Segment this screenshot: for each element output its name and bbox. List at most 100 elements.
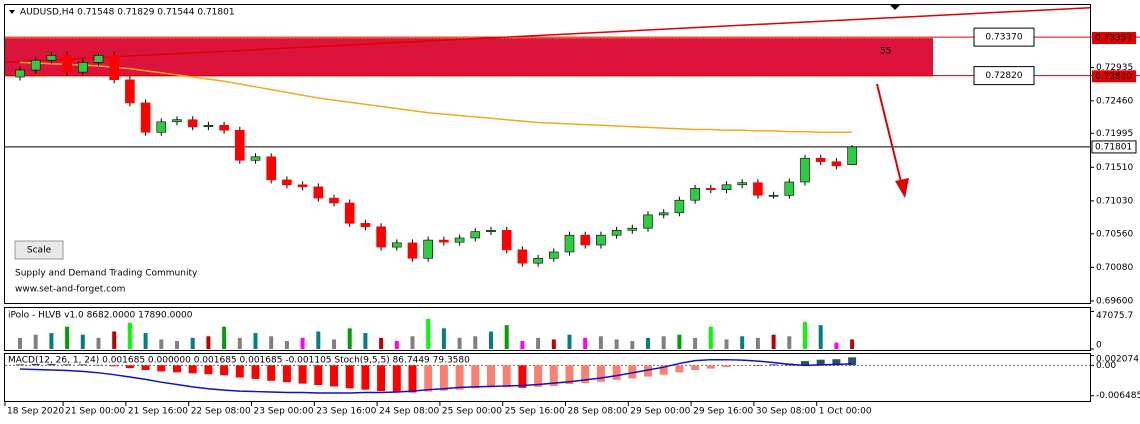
y-tick-label: 0.002074: [1096, 355, 1139, 365]
main-frame: [4, 4, 1091, 304]
y-tick-label: 0: [1096, 341, 1102, 351]
macd-bar: [581, 365, 590, 384]
candle-body: [815, 157, 826, 162]
macd-bar: [173, 365, 181, 373]
volume-bar: [489, 331, 493, 349]
level-box: [973, 27, 1035, 47]
x-tick-label: 18 Sep 2020: [7, 407, 64, 417]
candle-body: [643, 214, 653, 229]
candle-body: [156, 121, 167, 133]
macd-bar: [455, 365, 464, 390]
volume-bar: [803, 321, 807, 349]
volume-bar: [80, 334, 85, 349]
candle-body: [486, 229, 496, 232]
volume-bar: [441, 328, 446, 349]
axis-mark-label: 0.73357: [1095, 34, 1132, 44]
volume-bar: [332, 339, 336, 349]
volume-bar: [394, 341, 399, 349]
y-tick-label: 0.71030: [1096, 196, 1133, 206]
candle-body: [627, 227, 638, 231]
x-tick-label: 30 Sep 08:00: [756, 407, 816, 417]
candle-body: [564, 234, 575, 253]
candle-body: [611, 229, 622, 236]
candle-body: [721, 184, 732, 190]
candle-body: [360, 222, 371, 228]
y-tick-label: 0.72460: [1096, 96, 1133, 106]
macd-bar: [565, 365, 574, 385]
macd-bar: [738, 365, 747, 366]
last-price-label: 0.71801: [1095, 142, 1132, 152]
macd-bar: [251, 365, 260, 379]
candle-body: [768, 194, 779, 197]
candle-body: [376, 226, 386, 248]
volume-bar: [724, 339, 729, 349]
candle-body: [423, 239, 434, 259]
candle-body: [658, 212, 669, 216]
candle-body: [344, 202, 355, 224]
macd-bar: [361, 365, 370, 390]
macd-bar: [801, 361, 809, 366]
macd-bar: [110, 365, 119, 367]
x-tick-label: 21 Sep 00:00: [65, 407, 125, 417]
volume-bar: [755, 337, 760, 349]
candle-body: [784, 181, 795, 196]
y-tick-label: 0.70560: [1096, 229, 1133, 239]
macd-bar: [439, 365, 448, 391]
macd-bar: [706, 365, 715, 369]
volume-bar: [504, 325, 509, 349]
macd-bar: [157, 365, 166, 372]
macd-bar: [235, 365, 244, 378]
volume-bar: [426, 318, 431, 349]
candle-body: [140, 102, 151, 133]
candle-body: [219, 125, 229, 131]
macd-bar: [534, 365, 543, 387]
y-tick-label: 0.70080: [1096, 263, 1133, 273]
level-label: 0.72820: [985, 71, 1022, 81]
candle-body: [533, 257, 543, 264]
candle-body: [548, 251, 559, 259]
volume-bar: [190, 337, 195, 349]
volume-bar: [143, 333, 148, 349]
macd-bar: [487, 365, 495, 388]
volume-bar: [708, 326, 713, 349]
watermark: www.set-and-forget.com: [15, 285, 125, 295]
candle-body: [235, 129, 245, 161]
x-tick-label: 29 Sep 16:00: [693, 407, 753, 417]
candle-body: [250, 156, 261, 161]
volume-bar: [771, 334, 776, 349]
candle-body: [690, 187, 700, 201]
macd-bar: [424, 365, 433, 392]
x-tick-label: 23 Sep 00:00: [254, 407, 314, 417]
volume-bar: [49, 333, 54, 349]
macd-bar: [848, 357, 857, 366]
candle-body: [705, 187, 716, 190]
x-tick-label: 23 Sep 16:00: [316, 407, 376, 417]
menu-triangle[interactable]: [9, 10, 15, 14]
volume-bar: [598, 336, 603, 349]
volume-bar: [284, 341, 289, 349]
candle-body: [30, 59, 41, 71]
macd-bar: [125, 365, 134, 369]
candle-body: [391, 242, 402, 248]
x-tick-label: 24 Sep 08:00: [379, 407, 439, 417]
macd-bar: [832, 359, 841, 366]
y-tick-label: 47075.7: [1096, 311, 1133, 321]
macd-bar: [345, 365, 354, 389]
axis-mark-box: [1092, 32, 1136, 45]
last-price-box: [1091, 140, 1137, 154]
axis-mark-box: [1092, 70, 1136, 83]
macd-bar: [644, 365, 652, 377]
scale-button[interactable]: [14, 240, 64, 260]
macd-bar: [691, 365, 700, 370]
volume-bar: [96, 337, 101, 349]
watermark: Supply and Demand Trading Community: [15, 269, 198, 279]
volume-bar: [33, 334, 38, 349]
x-tick-label: 22 Sep 08:00: [191, 407, 251, 417]
scale-button-label[interactable]: Scale: [27, 246, 52, 256]
level-label: 0.73370: [985, 33, 1022, 43]
y-tick-label: 0.69600: [1096, 296, 1133, 306]
panel-title: iPolo - HLVB v1.0 8682.0000 17890.0000: [8, 311, 193, 321]
volume-bar: [693, 337, 698, 349]
chart-title: AUDUSD,H4 0.71548 0.71829 0.71544 0.7180…: [20, 8, 235, 18]
x-tick-label: 25 Sep 00:00: [442, 407, 502, 417]
